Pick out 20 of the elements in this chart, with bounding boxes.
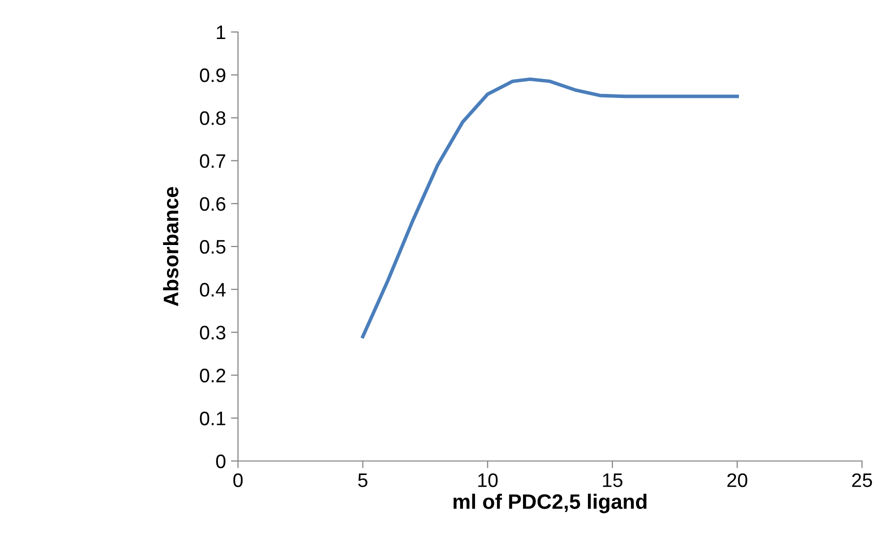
y-axis-title: Absorbance — [163, 187, 178, 306]
y-tick-label: 0.5 — [200, 240, 226, 254]
y-tick-label: 0.2 — [200, 368, 226, 382]
x-tick-label: 20 — [727, 473, 748, 488]
y-tick-label: 0.8 — [200, 111, 226, 126]
line-series — [361, 77, 739, 338]
y-tick-label: 0.9 — [200, 68, 226, 82]
y-tick-label: 0.7 — [200, 154, 226, 168]
x-tick-label: 15 — [603, 474, 622, 488]
y-tick-label: 0.1 — [200, 412, 226, 426]
y-tick-label: 1 — [216, 26, 226, 40]
y-tick-label: 0 — [216, 454, 226, 468]
y-tick-label: 0.4 — [200, 282, 226, 297]
x-tick-label: 10 — [478, 473, 498, 488]
y-tick-label: 0.3 — [200, 326, 226, 340]
x-tick-label: 25 — [852, 473, 872, 488]
x-tick-label: 5 — [358, 474, 368, 488]
x-axis-title: ml of PDC2,5 ligand — [454, 494, 646, 514]
x-tick-label: 0 — [233, 473, 243, 488]
y-tick-label: 0.6 — [200, 197, 226, 211]
